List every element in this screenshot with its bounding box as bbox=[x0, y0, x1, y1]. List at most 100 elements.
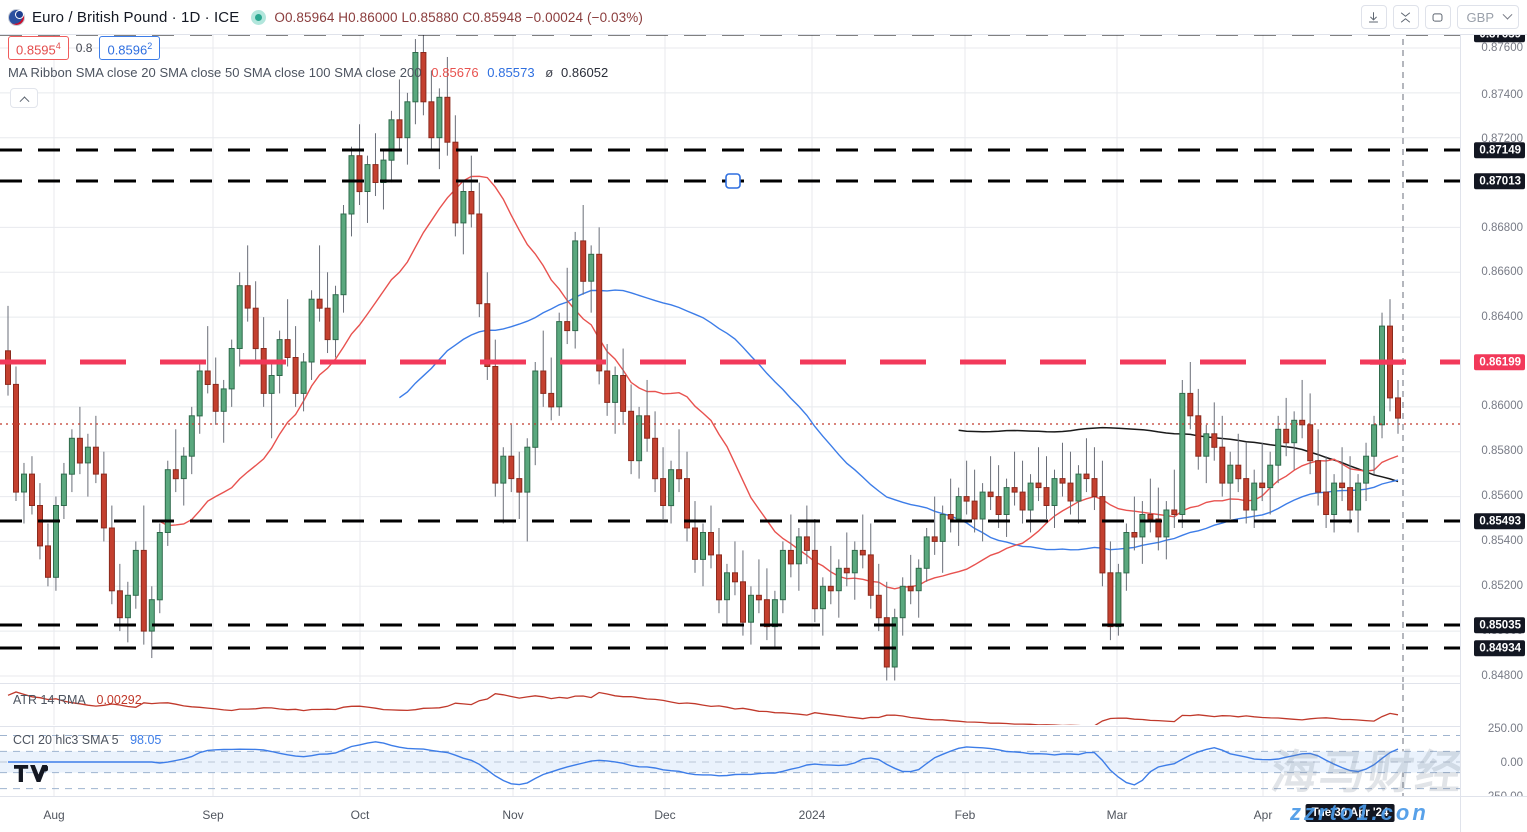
candle-body bbox=[220, 388, 227, 412]
chevron-down-icon bbox=[1502, 9, 1513, 20]
candle-body bbox=[644, 415, 651, 439]
candle-body bbox=[971, 500, 978, 520]
price-tick: 0.85200 bbox=[1481, 580, 1523, 592]
candle-body bbox=[164, 469, 171, 534]
candle-body bbox=[891, 617, 898, 668]
bid-price[interactable]: 0.85954 bbox=[8, 36, 69, 61]
candle-body bbox=[268, 375, 275, 394]
candle-body bbox=[388, 119, 395, 161]
price-level-badge[interactable]: 0.85035 bbox=[1474, 617, 1525, 633]
cci-tick: 0.00 bbox=[1500, 757, 1523, 769]
price-level-badge[interactable]: 0.84934 bbox=[1474, 640, 1525, 656]
price-level-badge[interactable]: 0.87013 bbox=[1474, 173, 1525, 189]
ma-ribbon-legend[interactable]: MA Ribbon SMA close 20 SMA close 50 SMA … bbox=[8, 65, 608, 80]
candle-body bbox=[452, 141, 459, 224]
cci-value: 98.05 bbox=[130, 733, 162, 747]
candle-body bbox=[324, 307, 331, 341]
candle-body bbox=[1123, 532, 1130, 574]
candle-body bbox=[660, 478, 667, 507]
candle-body bbox=[196, 370, 203, 417]
collapse-legend-button[interactable] bbox=[10, 88, 38, 108]
candle-body bbox=[1115, 572, 1122, 628]
candle-body bbox=[1283, 428, 1290, 444]
price-tick: 0.87600 bbox=[1481, 42, 1523, 54]
candle-body bbox=[692, 527, 698, 560]
cci-pane[interactable] bbox=[0, 726, 1460, 796]
candle-body bbox=[1147, 514, 1154, 520]
candle-body bbox=[428, 101, 435, 139]
candle-body bbox=[1027, 482, 1034, 511]
candle-body bbox=[1235, 464, 1242, 480]
bid-main: 0.8595 bbox=[16, 42, 56, 58]
candle-body bbox=[1379, 325, 1385, 426]
candle-body bbox=[236, 285, 243, 350]
time-tick: Oct bbox=[350, 808, 370, 822]
candle-body bbox=[372, 164, 379, 184]
price-level-badge[interactable]: 0.86199 bbox=[1474, 354, 1525, 370]
candle-body bbox=[396, 119, 403, 139]
currency-select[interactable]: GBP bbox=[1456, 5, 1519, 29]
atr-line bbox=[7, 691, 1399, 725]
candle-body bbox=[21, 473, 27, 493]
price-level-badge[interactable]: 0.85493 bbox=[1474, 513, 1525, 529]
candle-body bbox=[492, 366, 499, 484]
candle-body bbox=[468, 191, 475, 215]
candle-body bbox=[1051, 478, 1058, 507]
atr-title: ATR 14 RMA bbox=[13, 693, 86, 707]
price-tick: 0.86600 bbox=[1481, 266, 1523, 278]
tradingview-logo-icon[interactable] bbox=[14, 765, 49, 787]
candle-body bbox=[500, 455, 507, 484]
last-price-marker bbox=[1370, 359, 1404, 365]
candle-body bbox=[1251, 482, 1258, 511]
candle-body bbox=[1227, 464, 1234, 484]
candle-body bbox=[444, 96, 451, 143]
candle-body bbox=[763, 599, 770, 628]
price-levels bbox=[0, 32, 1460, 650]
candle-body bbox=[748, 594, 754, 623]
download-icon[interactable] bbox=[1360, 5, 1387, 29]
time-tick: Dec bbox=[654, 808, 676, 822]
price-axis[interactable]: 0.87600 0.87400 0.87200 0.86800 0.86600 0.864… bbox=[1460, 26, 1527, 803]
candle-body bbox=[572, 240, 579, 332]
candle-body bbox=[1299, 419, 1306, 426]
candle-body bbox=[1003, 487, 1010, 516]
candle-body bbox=[356, 155, 363, 193]
ask-price[interactable]: 0.85962 bbox=[99, 36, 161, 61]
candle-body bbox=[476, 213, 483, 305]
candle-body bbox=[140, 549, 147, 632]
fullscreen-icon[interactable] bbox=[1424, 5, 1451, 29]
sma-50-line bbox=[398, 289, 1399, 551]
drawing-handle bbox=[725, 173, 741, 189]
candle-body bbox=[1315, 460, 1322, 493]
symbol-title[interactable]: Euro / British Pound · 1D · ICE bbox=[32, 8, 240, 26]
candle-body bbox=[29, 473, 35, 507]
candle-body bbox=[955, 496, 962, 520]
time-axis[interactable]: Aug Sep Oct Nov Dec 2024 Feb Mar Apr Tue 30 Apr '… bbox=[0, 796, 1527, 832]
candle-body bbox=[636, 415, 643, 462]
candle-body bbox=[1243, 478, 1250, 511]
candle-body bbox=[827, 585, 834, 592]
candle-body bbox=[939, 514, 946, 542]
candle-body bbox=[604, 370, 611, 403]
cci-line bbox=[8, 741, 1399, 786]
candle-body bbox=[1131, 532, 1138, 538]
ma-value-blue: 0.85573 bbox=[487, 65, 535, 80]
candle-body bbox=[148, 599, 155, 632]
candle-body bbox=[1331, 482, 1338, 516]
collapse-scale-icon[interactable] bbox=[1392, 5, 1419, 29]
candle-body bbox=[1035, 482, 1042, 489]
candle-body bbox=[811, 549, 818, 610]
candle-body bbox=[1339, 482, 1346, 489]
candle-body bbox=[700, 532, 706, 560]
candle-body bbox=[68, 437, 75, 475]
atr-pane[interactable] bbox=[0, 683, 1460, 725]
candle-body bbox=[420, 52, 427, 103]
price-pane[interactable] bbox=[0, 28, 1460, 682]
candle-body bbox=[875, 594, 882, 619]
candle-body bbox=[84, 446, 91, 464]
bid-ask-row: 0.85954 0.8 0.85962 bbox=[8, 36, 161, 61]
candle-body bbox=[1171, 509, 1178, 515]
price-level-badge[interactable]: 0.87149 bbox=[1474, 142, 1525, 158]
candle-body bbox=[276, 339, 283, 377]
price-tick: 0.85600 bbox=[1481, 490, 1523, 502]
